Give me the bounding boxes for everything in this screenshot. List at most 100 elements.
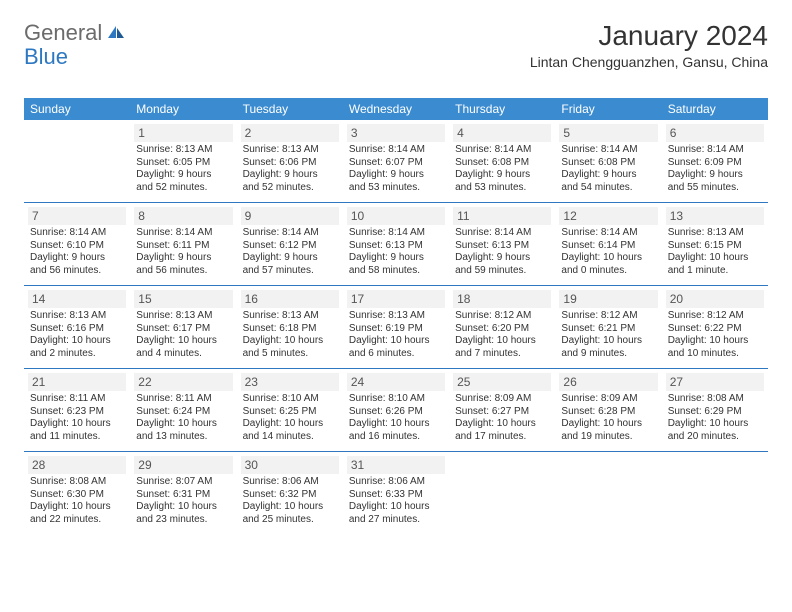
day-number: 6 xyxy=(666,124,764,142)
day-info-line: Daylight: 9 hours xyxy=(455,252,549,265)
day-info: Sunrise: 8:06 AMSunset: 6:33 PMDaylight:… xyxy=(347,476,445,526)
day-cell xyxy=(24,120,130,203)
day-info-line: Sunset: 6:30 PM xyxy=(30,489,124,502)
day-info-line: Daylight: 10 hours xyxy=(136,501,230,514)
day-info-line: and 14 minutes. xyxy=(243,431,337,444)
day-info: Sunrise: 8:10 AMSunset: 6:26 PMDaylight:… xyxy=(347,393,445,443)
day-cell xyxy=(555,452,661,535)
day-info-line: Daylight: 9 hours xyxy=(136,169,230,182)
day-number: 9 xyxy=(241,207,339,225)
day-cell: 8Sunrise: 8:14 AMSunset: 6:11 PMDaylight… xyxy=(130,203,236,286)
day-number: 18 xyxy=(453,290,551,308)
day-cell: 3 Sunrise: 8:14 AMSunset: 6:07 PMDaylight… xyxy=(343,120,449,203)
day-number: 8 xyxy=(134,207,232,225)
day-info-line: and 22 minutes. xyxy=(30,514,124,527)
day-cell: 31 Sunrise: 8:06 AMSunset: 6:33 PMDayligh… xyxy=(343,452,449,535)
day-info: Sunrise: 8:14 AMSunset: 6:13 PMDaylight:… xyxy=(347,227,445,277)
weekday-header-row: Sunday Monday Tuesday Wednesday Thursday… xyxy=(24,98,768,120)
day-info-line: Sunrise: 8:10 AM xyxy=(349,393,443,406)
day-info-line: Daylight: 10 hours xyxy=(243,335,337,348)
day-cell: 19Sunrise: 8:12 AMSunset: 6:21 PMDayligh… xyxy=(555,286,661,369)
week-row: 1Sunrise: 8:13 AMSunset: 6:05 PMDaylight… xyxy=(24,120,768,203)
day-number: 14 xyxy=(28,290,126,308)
day-info: Sunrise: 8:14 AMSunset: 6:12 PMDaylight:… xyxy=(241,227,339,277)
day-number: 31 xyxy=(347,456,445,474)
day-cell: 29Sunrise: 8:07 AMSunset: 6:31 PMDayligh… xyxy=(130,452,236,535)
day-info-line: Sunset: 6:09 PM xyxy=(668,157,762,170)
header: General January 2024 Lintan Chengguanzhe… xyxy=(24,20,768,74)
day-info: Sunrise: 8:13 AMSunset: 6:19 PMDaylight:… xyxy=(347,310,445,360)
day-info-line: and 57 minutes. xyxy=(243,265,337,278)
day-info-line: Sunset: 6:06 PM xyxy=(243,157,337,170)
day-info: Sunrise: 8:14 AMSunset: 6:08 PMDaylight:… xyxy=(559,144,657,194)
day-info-line: and 23 minutes. xyxy=(136,514,230,527)
day-number: 13 xyxy=(666,207,764,225)
day-info: Sunrise: 8:13 AMSunset: 6:17 PMDaylight:… xyxy=(134,310,232,360)
day-info: Sunrise: 8:09 AMSunset: 6:27 PMDaylight:… xyxy=(453,393,551,443)
day-info-line: Daylight: 10 hours xyxy=(349,418,443,431)
day-cell: 12Sunrise: 8:14 AMSunset: 6:14 PMDayligh… xyxy=(555,203,661,286)
day-info-line: Sunrise: 8:13 AM xyxy=(30,310,124,323)
day-cell: 16Sunrise: 8:13 AMSunset: 6:18 PMDayligh… xyxy=(237,286,343,369)
day-info-line: and 6 minutes. xyxy=(349,348,443,361)
day-info-line: Sunrise: 8:14 AM xyxy=(30,227,124,240)
day-info: Sunrise: 8:14 AMSunset: 6:07 PMDaylight:… xyxy=(347,144,445,194)
day-info-line: Sunset: 6:33 PM xyxy=(349,489,443,502)
day-info-line: Daylight: 10 hours xyxy=(561,418,655,431)
day-info-line: Daylight: 10 hours xyxy=(668,335,762,348)
day-cell: 6Sunrise: 8:14 AMSunset: 6:09 PMDaylight… xyxy=(662,120,768,203)
day-info-line: Sunrise: 8:06 AM xyxy=(243,476,337,489)
week-row: 7Sunrise: 8:14 AMSunset: 6:10 PMDaylight… xyxy=(24,203,768,286)
day-info-line: Sunset: 6:11 PM xyxy=(136,240,230,253)
day-info: Sunrise: 8:06 AMSunset: 6:32 PMDaylight:… xyxy=(241,476,339,526)
logo-text-general: General xyxy=(24,20,102,46)
week-row: 14Sunrise: 8:13 AMSunset: 6:16 PMDayligh… xyxy=(24,286,768,369)
day-cell: 24Sunrise: 8:10 AMSunset: 6:26 PMDayligh… xyxy=(343,369,449,452)
day-info-line: and 55 minutes. xyxy=(668,182,762,195)
day-info-line: Daylight: 10 hours xyxy=(30,335,124,348)
day-info-line: Sunrise: 8:11 AM xyxy=(136,393,230,406)
day-info-line: Daylight: 9 hours xyxy=(455,169,549,182)
day-info-line: Sunset: 6:21 PM xyxy=(561,323,655,336)
day-info-line: Sunset: 6:25 PM xyxy=(243,406,337,419)
day-info-line: Sunset: 6:10 PM xyxy=(30,240,124,253)
day-info-line: Daylight: 10 hours xyxy=(561,335,655,348)
day-number: 11 xyxy=(453,207,551,225)
day-info-line: Sunset: 6:31 PM xyxy=(136,489,230,502)
day-info-line: Sunset: 6:05 PM xyxy=(136,157,230,170)
day-info: Sunrise: 8:13 AMSunset: 6:18 PMDaylight:… xyxy=(241,310,339,360)
day-number: 2 xyxy=(241,124,339,142)
day-info: Sunrise: 8:14 AMSunset: 6:08 PMDaylight:… xyxy=(453,144,551,194)
dayhead-thu: Thursday xyxy=(449,98,555,120)
day-info: Sunrise: 8:12 AMSunset: 6:22 PMDaylight:… xyxy=(666,310,764,360)
day-info-line: Sunrise: 8:08 AM xyxy=(668,393,762,406)
day-number: 29 xyxy=(134,456,232,474)
day-cell: 20Sunrise: 8:12 AMSunset: 6:22 PMDayligh… xyxy=(662,286,768,369)
day-info-line: and 52 minutes. xyxy=(136,182,230,195)
day-info-line: Daylight: 10 hours xyxy=(136,335,230,348)
day-number: 23 xyxy=(241,373,339,391)
day-info-line: and 9 minutes. xyxy=(561,348,655,361)
day-info-line: and 11 minutes. xyxy=(30,431,124,444)
day-info-line: Sunrise: 8:14 AM xyxy=(349,144,443,157)
day-info-line: Sunset: 6:27 PM xyxy=(455,406,549,419)
day-info-line: Daylight: 10 hours xyxy=(243,501,337,514)
day-info-line: Daylight: 9 hours xyxy=(349,252,443,265)
day-info-line: and 56 minutes. xyxy=(30,265,124,278)
day-info-line: Sunrise: 8:14 AM xyxy=(455,144,549,157)
day-info-line: and 25 minutes. xyxy=(243,514,337,527)
day-info-line: Sunrise: 8:14 AM xyxy=(561,144,655,157)
day-info-line: Daylight: 10 hours xyxy=(561,252,655,265)
day-number: 27 xyxy=(666,373,764,391)
day-number: 10 xyxy=(347,207,445,225)
day-number: 1 xyxy=(134,124,232,142)
day-cell: 30Sunrise: 8:06 AMSunset: 6:32 PMDayligh… xyxy=(237,452,343,535)
day-info-line: and 20 minutes. xyxy=(668,431,762,444)
day-cell: 10 Sunrise: 8:14 AMSunset: 6:13 PMDayligh… xyxy=(343,203,449,286)
day-info-line: and 56 minutes. xyxy=(136,265,230,278)
day-info-line: and 16 minutes. xyxy=(349,431,443,444)
day-cell: 28Sunrise: 8:08 AMSunset: 6:30 PMDayligh… xyxy=(24,452,130,535)
day-number: 3 xyxy=(347,124,445,142)
day-number: 19 xyxy=(559,290,657,308)
day-info-line: Daylight: 9 hours xyxy=(349,169,443,182)
